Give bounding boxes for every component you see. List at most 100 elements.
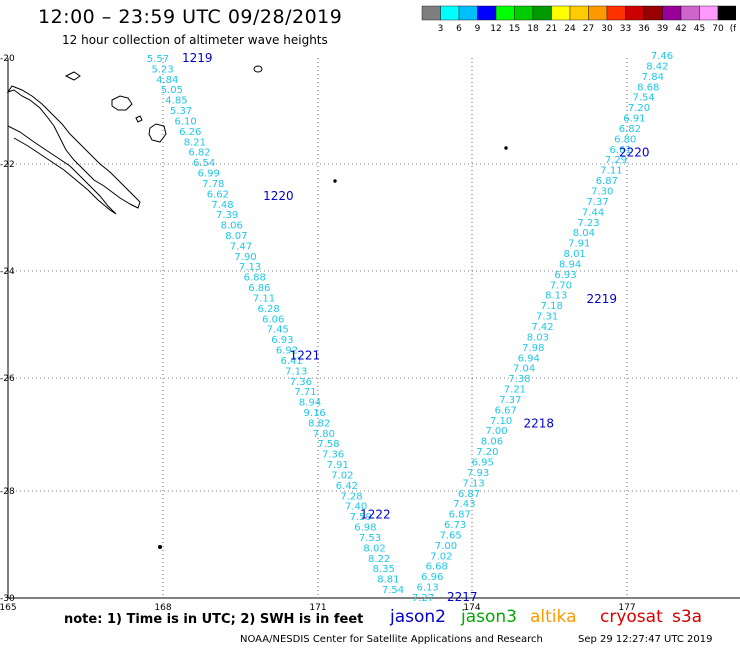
wave-height-label: 8.01	[564, 249, 586, 260]
scale-label: 12	[490, 24, 501, 34]
latitude-label: -20	[0, 54, 15, 64]
wave-height-label: 7.28	[340, 491, 362, 502]
satellite-track-a: 5.575.234.845.054.855.376.106.268.216.82…	[147, 51, 404, 596]
wave-height-label: 7.70	[550, 280, 572, 291]
coastline	[6, 65, 508, 549]
wave-height-label: 7.58	[317, 439, 339, 450]
wave-height-label: 8.06	[221, 221, 243, 232]
wave-height-label: 7.59	[350, 512, 372, 523]
wave-height-label: 6.82	[619, 124, 641, 135]
wave-height-label: 7.91	[568, 239, 590, 250]
scale-label: 3	[438, 24, 444, 34]
wave-height-label: 6.62	[207, 189, 229, 200]
generation-timestamp: Sep 29 12:27:47 UTC 2019	[578, 634, 713, 645]
wave-height-label: 7.44	[582, 207, 604, 218]
wave-height-label: 6.13	[416, 583, 438, 594]
wave-height-label: 7.65	[439, 530, 461, 541]
wave-height-label: 7.13	[239, 262, 261, 273]
wave-height-label: 7.02	[430, 551, 452, 562]
wave-height-label: 6.26	[179, 127, 201, 138]
wave-height-label: 7.45	[267, 325, 289, 336]
scale-label: 21	[546, 24, 557, 34]
map-frame	[7, 58, 740, 599]
longitude-label: 168	[154, 603, 171, 613]
longitude-label: 171	[309, 603, 326, 613]
scale-swatch	[588, 5, 608, 21]
scale-label: 24	[564, 24, 576, 34]
wave-height-label: 6.96	[421, 572, 443, 583]
wave-height-label: 8.42	[646, 61, 668, 72]
wave-height-label: 7.54	[382, 585, 404, 596]
scale-label: 27	[583, 24, 594, 34]
wave-height-label: 7.30	[591, 187, 613, 198]
wave-height-label: 4.85	[165, 96, 187, 107]
wave-height-label: 4.84	[156, 75, 178, 86]
wave-height-label: 7.46	[651, 51, 673, 62]
reef-line	[7, 125, 117, 215]
scale-swatch	[458, 5, 478, 21]
wave-height-label: 5.57	[147, 54, 169, 65]
scale-swatch	[569, 5, 589, 21]
longitude-label: 165	[0, 603, 17, 613]
wave-height-label: 8.94	[559, 259, 581, 270]
wave-height-label: 6.41	[280, 356, 302, 367]
longitude-labels: 165 168 171 174 177	[0, 603, 636, 613]
wave-height-label: 7.39	[216, 210, 238, 221]
wave-height-label: 9.16	[304, 408, 326, 419]
wave-height-label: 5.23	[151, 64, 173, 75]
wave-height-label: 7.78	[202, 179, 224, 190]
scale-label: 33	[620, 24, 631, 34]
wave-height-label: 7.04	[513, 364, 535, 375]
wave-height-label: 6.61	[610, 145, 632, 156]
pass-time-label: 1221	[290, 348, 321, 362]
wave-height-label: 8.68	[637, 82, 659, 93]
scale-label: 6	[456, 24, 462, 34]
scale-swatch	[643, 5, 663, 21]
wave-height-label: 6.54	[193, 158, 215, 169]
pass-time-label: 2218	[523, 417, 554, 431]
wave-height-label: 8.06	[481, 437, 503, 448]
wave-height-label: 7.37	[587, 197, 609, 208]
wave-height-label: 7.38	[508, 374, 530, 385]
scale-swatch	[477, 5, 497, 21]
wave-height-label: 8.07	[225, 231, 247, 242]
latitude-label: -24	[0, 267, 15, 277]
wave-height-label: 8.22	[368, 554, 390, 565]
scale-swatch	[514, 5, 534, 21]
wave-height-label: 7.13	[462, 478, 484, 489]
wave-height-label: 8.13	[545, 291, 567, 302]
wave-height-label: 7.20	[476, 447, 498, 458]
wave-height-label: 7.31	[536, 312, 558, 323]
scale-label: 30	[601, 24, 613, 34]
credit-line: NOAA/NESDIS Center for Satellite Applica…	[240, 634, 543, 645]
wave-height-label: 7.98	[522, 343, 544, 354]
wave-height-label: 8.02	[363, 543, 385, 554]
latitude-label: -28	[0, 487, 15, 497]
pass-time-label: 2220	[619, 146, 650, 160]
chart-title: 12:00 – 23:59 UTC 09/28/2019	[38, 6, 343, 28]
wave-height-label: 6.93	[271, 335, 293, 346]
wave-height-label: 8.21	[184, 137, 206, 148]
scale-label: (ft)	[730, 24, 736, 34]
wave-height-label: 7.84	[642, 72, 664, 83]
wave-height-label: 5.05	[161, 85, 183, 96]
wave-height-label: 6.67	[495, 405, 517, 416]
scale-swatch	[625, 5, 645, 21]
wave-height-label: 7.18	[541, 301, 563, 312]
loyalty-island-1	[111, 95, 133, 111]
small-island-b	[504, 146, 508, 150]
wave-height-label: 6.73	[444, 520, 466, 531]
scale-swatch	[699, 5, 719, 21]
satellite-legend-cryosat: cryosat	[600, 607, 663, 627]
satellite-legend-s3a: s3a	[672, 607, 703, 627]
latitude-label: -26	[0, 374, 15, 384]
wave-height-label: 6.98	[354, 523, 376, 534]
wave-height-label: 6.91	[623, 114, 645, 125]
pass-time-label: 1222	[360, 508, 391, 522]
scale-label: 36	[638, 24, 650, 34]
chart-subtitle: 12 hour collection of altimeter wave hei…	[62, 33, 328, 47]
scale-label: 45	[694, 24, 705, 34]
reef-north	[64, 71, 81, 81]
scale-label: 18	[527, 24, 539, 34]
wave-height-label: 7.47	[230, 241, 252, 252]
